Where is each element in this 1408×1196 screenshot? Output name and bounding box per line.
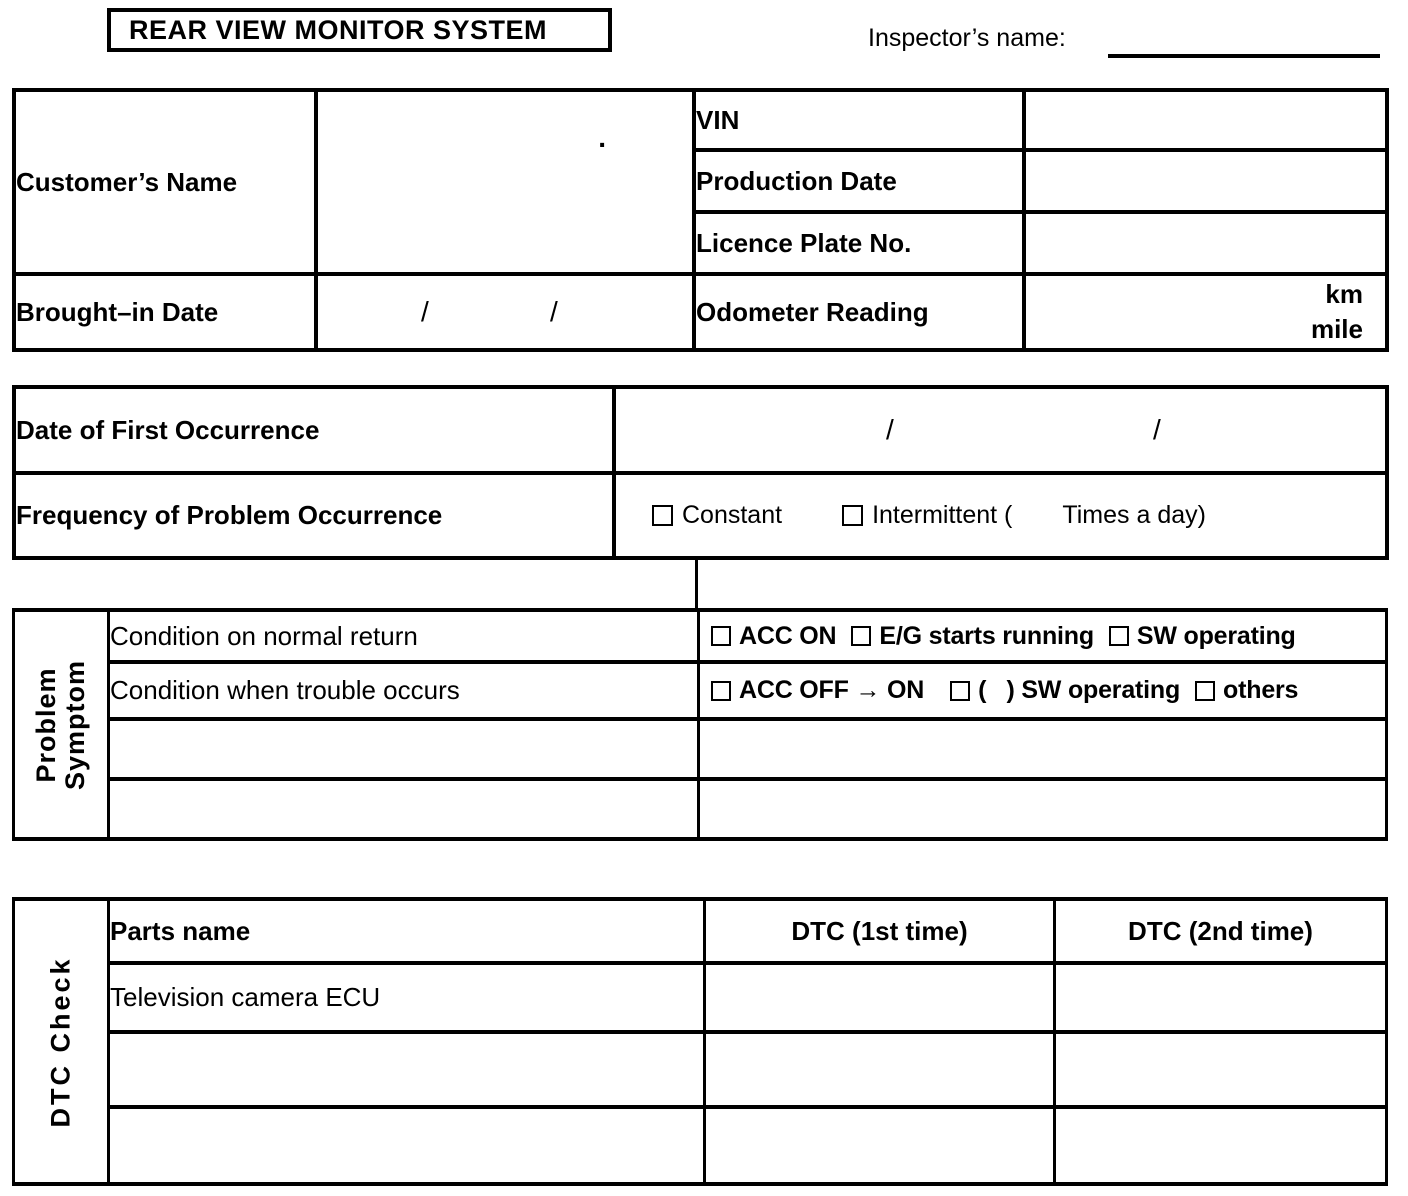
first-occurrence-label: Date of First Occurrence — [12, 385, 616, 475]
form-title: REAR VIEW MONITOR SYSTEM — [129, 14, 548, 45]
problem-symptom-empty-value-field[interactable] — [697, 777, 1388, 841]
dtc-second-time-header: DTC (2nd time) — [1053, 897, 1388, 965]
date-separator-icon: / — [550, 296, 558, 327]
condition-trouble-occurs-options: ACC OFF → ON ( ) SW operating others — [697, 660, 1388, 721]
dtc-check-section-cell: DTC Check — [12, 897, 110, 1186]
checkbox-unchecked-icon[interactable] — [711, 626, 731, 646]
option-acc-on: ACC ON — [711, 621, 837, 651]
inspector-name-label: Inspector’s name: — [868, 24, 1066, 52]
option-label: ( ) SW operating — [978, 676, 1181, 704]
option-label: Constant — [682, 501, 783, 529]
frequency-label: Frequency of Problem Occurrence — [12, 471, 616, 560]
option-acc-off-to-on: ACC OFF → ON — [711, 676, 924, 705]
checkbox-unchecked-icon[interactable] — [950, 680, 971, 701]
checkbox-unchecked-icon[interactable] — [842, 505, 864, 526]
option-intermittent: Intermittent ( — [842, 501, 1012, 530]
checkbox-unchecked-icon[interactable] — [1195, 680, 1216, 701]
option-constant: Constant — [652, 501, 782, 530]
odometer-unit-mile: mile — [1310, 314, 1363, 344]
section-title-line: Problem — [31, 666, 61, 783]
condition-trouble-occurs-label: Condition when trouble occurs — [107, 660, 700, 721]
option-label: E/G starts running — [879, 621, 1094, 650]
problem-symptom-section-title: Problem Symptom — [31, 659, 90, 790]
part-name-empty-field[interactable] — [107, 1030, 706, 1109]
option-eg-starts-running: E/G starts running — [851, 621, 1094, 651]
dtc-check-section-title: DTC Check — [45, 955, 76, 1128]
dtc-check-table: DTC Check Parts name DTC (1st time) DTC … — [12, 897, 1388, 1186]
checkbox-unchecked-icon[interactable] — [652, 505, 673, 526]
brought-in-date-field[interactable]: / / — [314, 272, 696, 352]
dtc-first-time-header: DTC (1st time) — [703, 897, 1056, 965]
first-occurrence-field[interactable]: / / — [612, 385, 1389, 475]
option-sw-operating: SW operating — [1108, 621, 1296, 651]
licence-plate-field[interactable] — [1022, 210, 1389, 276]
problem-symptom-table: Problem Symptom Condition on normal retu… — [12, 608, 1388, 841]
date-separator-icon: / — [1153, 414, 1161, 445]
option-others: others — [1195, 676, 1298, 705]
option-label: ACC ON — [739, 621, 837, 650]
dtc-second-time-field[interactable] — [1053, 961, 1388, 1034]
condition-normal-return-options: ACC ON E/G starts running SW operating — [697, 608, 1388, 664]
checkbox-unchecked-icon[interactable] — [1108, 626, 1129, 646]
licence-plate-label: Licence Plate No. — [692, 210, 1026, 276]
customer-name-label: Customer’s Name — [12, 88, 318, 276]
date-separator-icon: / — [886, 414, 894, 445]
occurrence-table: Date of First Occurrence / / Frequency o… — [12, 385, 1389, 560]
parts-name-header: Parts name — [107, 897, 706, 965]
customer-name-value: . — [598, 122, 606, 153]
option-label: Intermittent ( — [872, 501, 1013, 529]
part-name-television-camera-ecu: Television camera ECU — [107, 961, 706, 1034]
dtc-first-time-field[interactable] — [703, 1105, 1056, 1186]
vehicle-info-table: Customer’s Name . VIN Production Date Li… — [12, 88, 1389, 352]
vin-field[interactable] — [1022, 88, 1389, 152]
checkbox-unchecked-icon[interactable] — [851, 626, 872, 646]
dtc-second-time-field[interactable] — [1053, 1030, 1388, 1109]
option-label: ACC OFF → ON — [739, 676, 925, 704]
dtc-first-time-field[interactable] — [703, 1030, 1056, 1109]
brought-in-date-label: Brought–in Date — [12, 272, 318, 352]
odometer-unit-km: km — [1325, 279, 1363, 309]
section-title-line: Symptom — [60, 659, 90, 790]
production-date-field[interactable] — [1022, 148, 1389, 214]
condition-normal-return-label: Condition on normal return — [107, 608, 700, 664]
option-paren-sw-operating: ( ) SW operating — [950, 676, 1180, 705]
form-title-box: REAR VIEW MONITOR SYSTEM — [107, 8, 612, 52]
vin-label: VIN — [692, 88, 1026, 152]
part-name-empty-field[interactable] — [107, 1105, 706, 1186]
inspector-name-field[interactable] — [1108, 54, 1380, 58]
odometer-label: Odometer Reading — [692, 272, 1026, 352]
dtc-second-time-field[interactable] — [1053, 1105, 1388, 1186]
problem-symptom-section-cell: Problem Symptom — [12, 608, 110, 841]
column-connector-line — [695, 556, 698, 610]
checkbox-unchecked-icon[interactable] — [711, 680, 731, 701]
problem-symptom-empty-value-field[interactable] — [697, 717, 1388, 781]
date-separator-icon: / — [421, 296, 429, 327]
option-label: SW operating — [1136, 621, 1296, 650]
option-times-a-day-suffix: Times a day) — [1062, 501, 1206, 529]
problem-symptom-empty-label-field[interactable] — [107, 717, 700, 781]
customer-name-field[interactable]: . — [314, 88, 696, 276]
option-label: others — [1223, 676, 1299, 704]
odometer-field[interactable]: km mile — [1022, 272, 1389, 352]
dtc-first-time-field[interactable] — [703, 961, 1056, 1034]
problem-symptom-empty-label-field[interactable] — [107, 777, 700, 841]
frequency-options-cell: Constant Intermittent ( Times a day) — [612, 471, 1389, 560]
production-date-label: Production Date — [692, 148, 1026, 214]
